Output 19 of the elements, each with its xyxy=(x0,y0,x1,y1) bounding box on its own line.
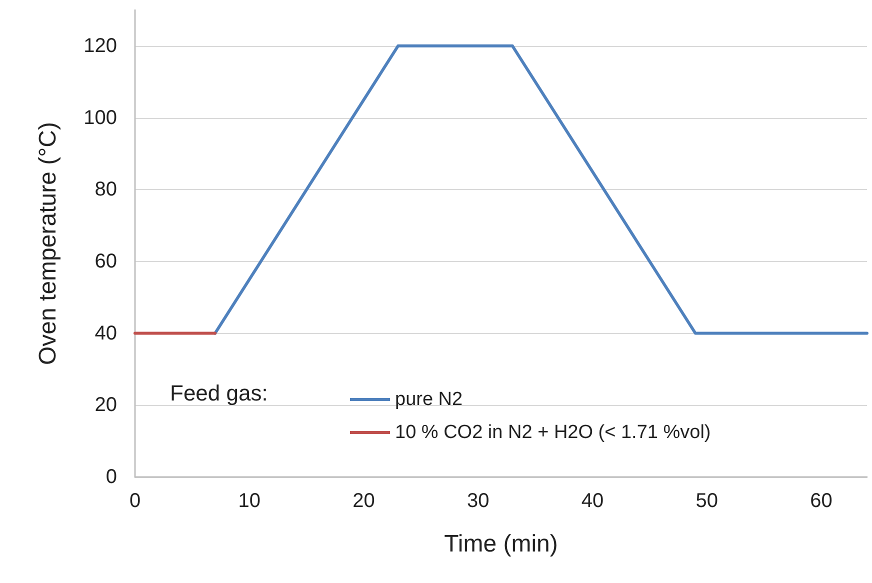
y-tick-label: 120 xyxy=(84,34,117,57)
y-tick-label: 0 xyxy=(106,466,117,488)
x-tick-label: 50 xyxy=(696,490,718,512)
x-tick-label: 0 xyxy=(129,490,141,512)
x-tick-label: 60 xyxy=(810,490,832,512)
x-tick-label: 20 xyxy=(352,490,375,512)
y-tick-label: 100 xyxy=(84,106,117,129)
legend-label: 10 % CO2 in N2 + H2O (< 1.71 %vol) xyxy=(395,422,711,443)
x-axis-title: Time (min) xyxy=(444,530,558,558)
y-tick-label: 40 xyxy=(94,322,117,344)
legend-label: pure N2 xyxy=(395,389,463,410)
x-tick-label: 30 xyxy=(467,490,490,512)
y-tick-label: 80 xyxy=(94,178,117,201)
x-tick-label: 10 xyxy=(238,490,260,512)
legend-title: Feed gas: xyxy=(170,380,268,406)
x-tick-label: 40 xyxy=(581,490,604,512)
y-axis-title: Oven temperature (°C) xyxy=(34,122,62,366)
y-tick-label: 20 xyxy=(94,394,117,416)
y-tick-label: 60 xyxy=(94,250,117,272)
